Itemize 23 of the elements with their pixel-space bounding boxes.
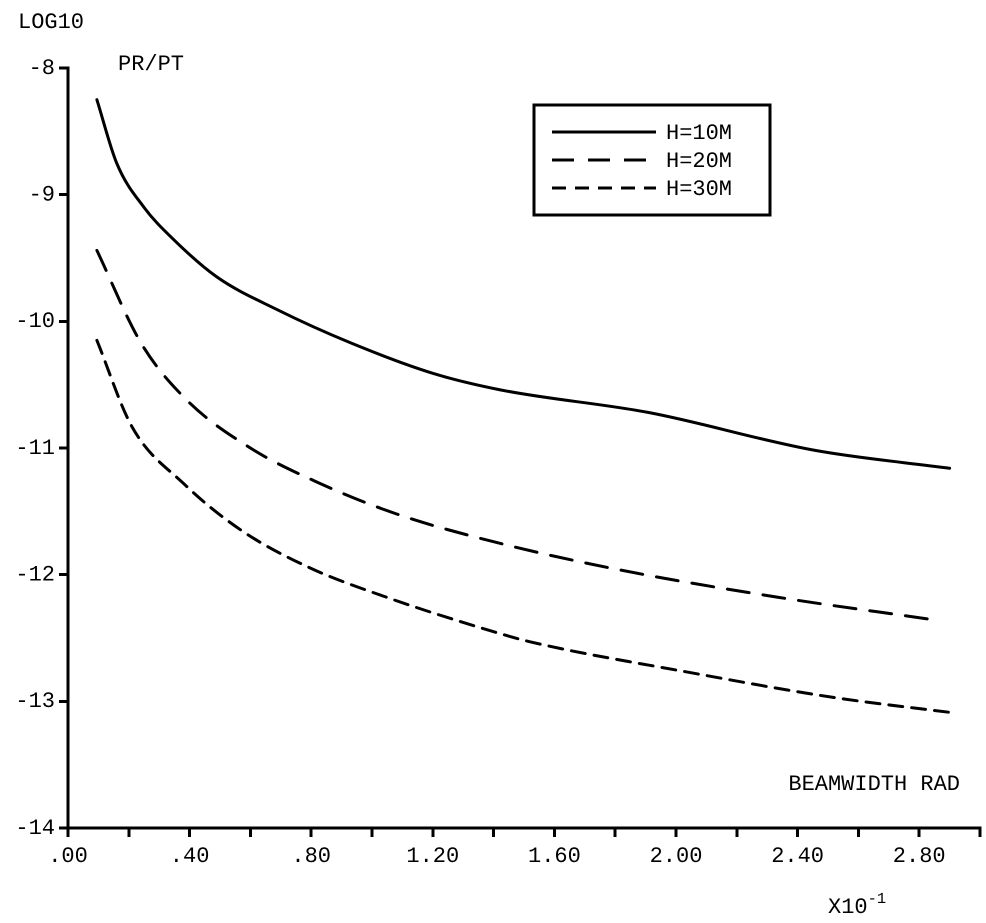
annotation: PR/PT xyxy=(118,52,184,77)
x-tick-label: 1.20 xyxy=(406,844,460,870)
y-tick-label: -13 xyxy=(15,689,55,714)
line-series xyxy=(95,248,930,620)
y-tick-label: -14 xyxy=(15,816,55,841)
legend-label: H=30M xyxy=(666,176,732,202)
line-series xyxy=(95,98,952,470)
y-tick-label: -8 xyxy=(28,56,55,81)
x-tick-label: .00 xyxy=(48,844,88,870)
x-tick-label: 2.00 xyxy=(650,844,702,870)
y-tick-label: -12 xyxy=(15,562,55,588)
x-tick-label: .80 xyxy=(291,844,332,870)
y-axis-title: LOG10 xyxy=(18,10,84,35)
y-tick-label: -10 xyxy=(15,309,55,334)
x-tick-label: 1.60 xyxy=(528,844,581,870)
x-tick-label: 2.80 xyxy=(892,844,946,870)
y-tick-label: -9 xyxy=(28,182,55,208)
x-tick-label: .40 xyxy=(170,844,210,870)
y-tick-label: -11 xyxy=(15,436,55,461)
legend-label: H=20M xyxy=(666,148,732,174)
x-tick-label: 2.40 xyxy=(771,844,824,870)
x-axis-title: BEAMWIDTH RAD xyxy=(788,772,960,797)
legend-label: H=10M xyxy=(666,120,732,146)
